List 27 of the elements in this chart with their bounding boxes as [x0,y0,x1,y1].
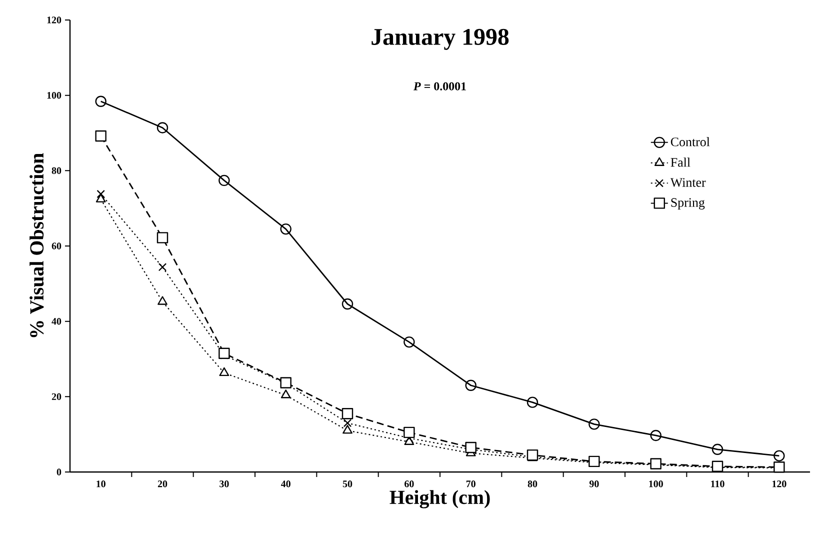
x-tick-label: 70 [466,480,476,488]
y-tick-label: 100 [47,92,62,99]
x-tick-label: 120 [772,480,786,488]
x-axis-title: Height (cm) [390,490,490,508]
x-tick-label: 60 [404,480,414,488]
legend-label: Spring [671,198,705,210]
y-tick-label: 120 [47,16,62,24]
x-tick-label: 80 [528,480,538,488]
legend-label: Control [670,137,710,146]
text: P = 0.0001 [413,82,466,90]
y-tick-label: 0 [56,468,62,476]
chart-title: January 1998 [372,28,509,50]
x-tick-label: 30 [220,480,229,488]
x-tick-label: 110 [711,480,724,488]
x-tick-label: 40 [280,480,290,488]
x-tick-label: 50 [342,480,352,488]
x-tick-label: 90 [589,480,599,488]
legend-label: Winter [670,178,706,187]
legend-label: Fall [670,158,690,167]
y-tick-label: 60 [52,242,62,250]
y-tick-label: 40 [52,318,62,325]
x-tick-label: 10 [96,480,106,488]
x-tick-label: 20 [158,480,168,488]
y-axis-title: % Visual Obstruction [30,153,44,338]
y-tick-label: 20 [52,393,62,400]
y-tick-label: 80 [52,167,62,174]
x-tick-label: 100 [649,480,663,488]
